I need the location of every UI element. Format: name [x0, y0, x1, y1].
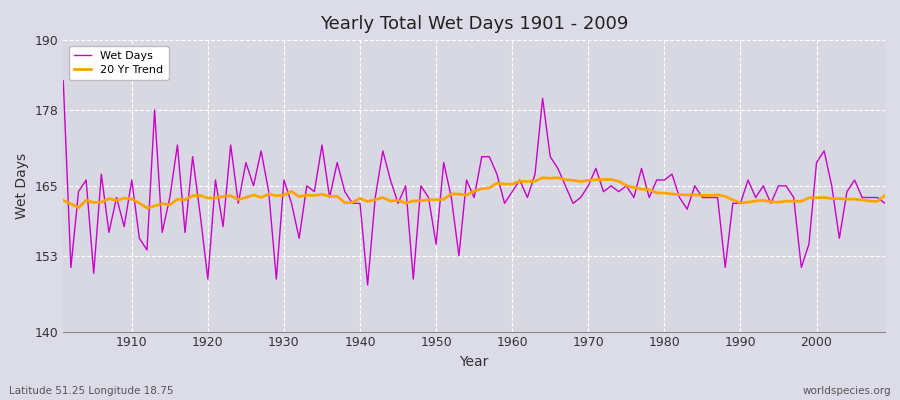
- Wet Days: [286, 201, 297, 206]
- 20 Yr Trend: [119, 196, 130, 200]
- X-axis label: Year: Year: [460, 355, 489, 369]
- 20 Yr Trend: [293, 194, 304, 199]
- 20 Yr Trend: [515, 179, 526, 184]
- 20 Yr Trend: [141, 206, 152, 210]
- Text: Latitude 51.25 Longitude 18.75: Latitude 51.25 Longitude 18.75: [9, 386, 174, 396]
- Wet Days: [606, 184, 616, 188]
- Wet Days: [332, 160, 343, 165]
- 20 Yr Trend: [339, 200, 350, 205]
- Text: worldspecies.org: worldspecies.org: [803, 386, 891, 396]
- Line: Wet Days: Wet Days: [63, 81, 885, 285]
- 20 Yr Trend: [507, 182, 517, 186]
- Title: Yearly Total Wet Days 1901 - 2009: Yearly Total Wet Days 1901 - 2009: [320, 15, 628, 33]
- Wet Days: [362, 282, 373, 287]
- Line: 20 Yr Trend: 20 Yr Trend: [63, 178, 885, 208]
- Wet Days: [58, 78, 68, 83]
- 20 Yr Trend: [58, 198, 68, 203]
- Wet Days: [879, 201, 890, 206]
- Wet Days: [119, 224, 130, 229]
- 20 Yr Trend: [879, 193, 890, 198]
- Y-axis label: Wet Days: Wet Days: [15, 153, 29, 219]
- Legend: Wet Days, 20 Yr Trend: Wet Days, 20 Yr Trend: [68, 46, 168, 80]
- 20 Yr Trend: [537, 175, 548, 180]
- 20 Yr Trend: [613, 179, 624, 184]
- Wet Days: [515, 178, 526, 182]
- Wet Days: [507, 189, 517, 194]
